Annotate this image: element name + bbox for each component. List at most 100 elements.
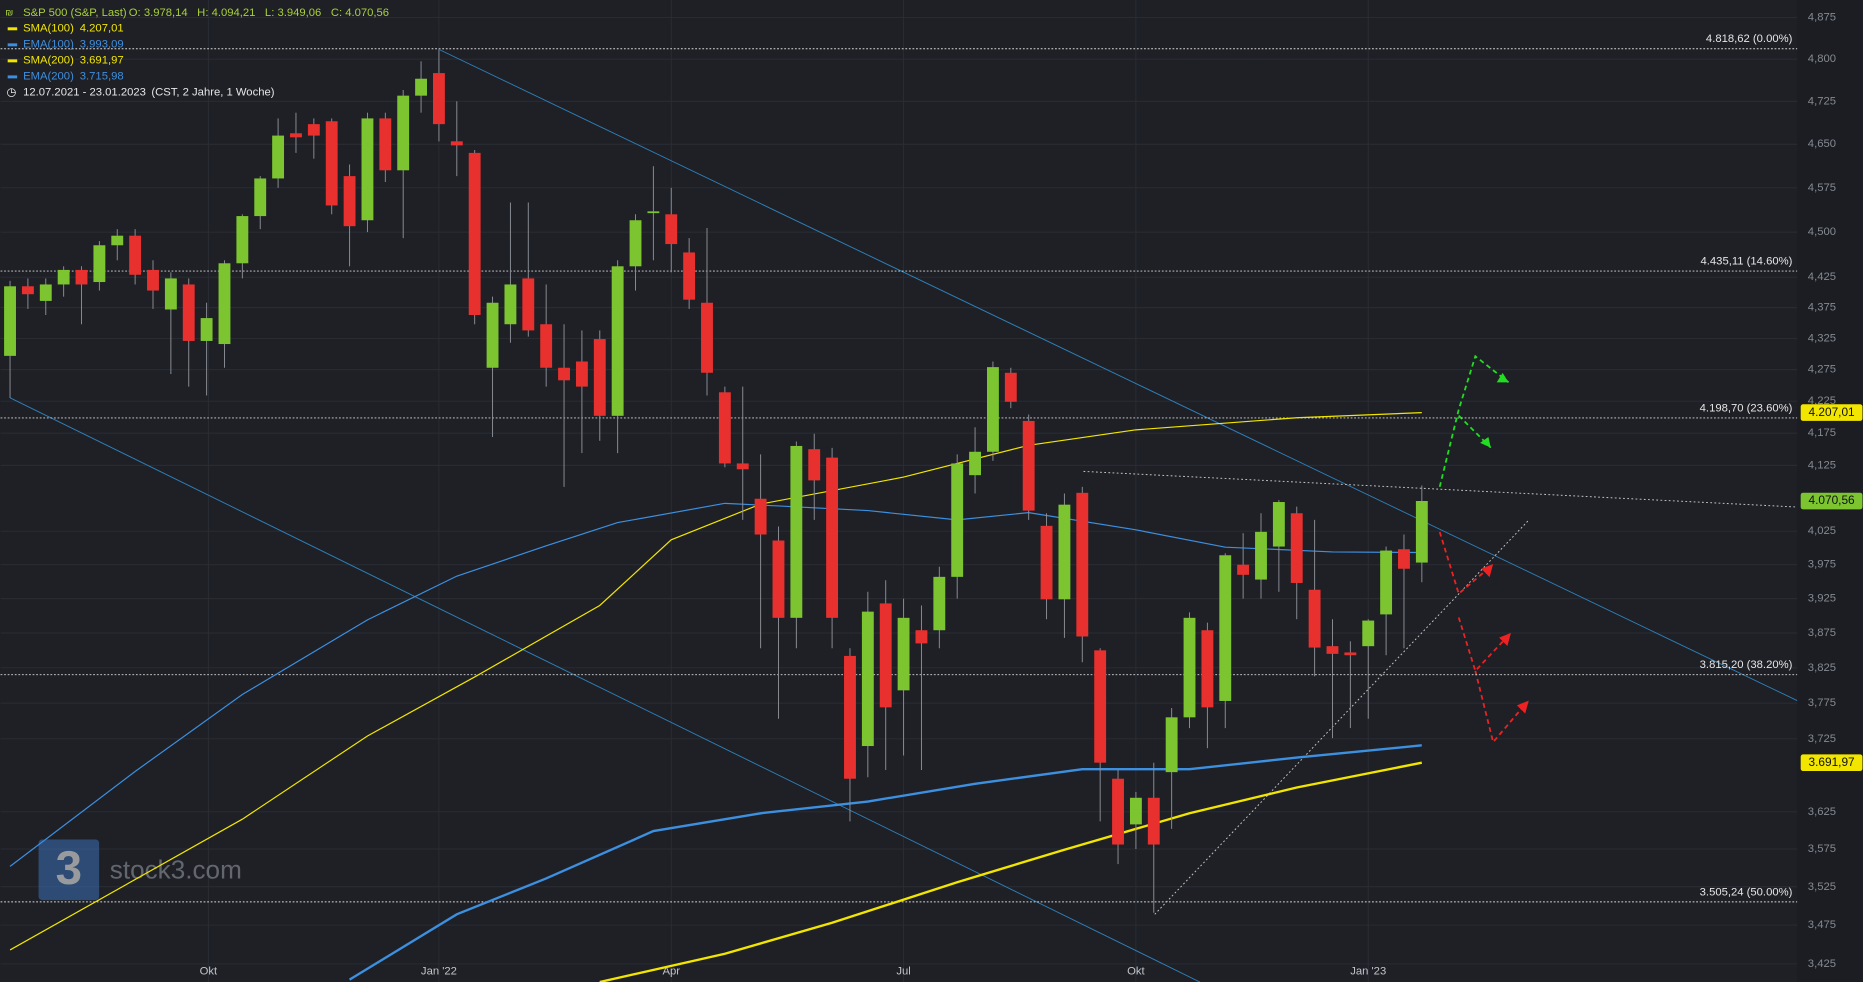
candle-body [647, 211, 660, 214]
header-value: H: 4.094,21 [197, 7, 255, 19]
candle-body [1362, 620, 1375, 647]
candle-body [21, 286, 34, 295]
candle-body [1237, 564, 1250, 575]
candle-body [1165, 717, 1178, 773]
y-tick-label: 4,800 [1808, 53, 1836, 65]
x-tick-label: Jul [896, 965, 910, 977]
trend-line [1083, 470, 1798, 508]
y-tick-label: 4,875 [1808, 12, 1836, 24]
ma-line [348, 744, 1422, 981]
candle-body [1112, 778, 1124, 845]
period: 12.07.2021 - 23.01.2023 [23, 87, 146, 99]
price-tag [1800, 754, 1863, 772]
candle-body [969, 451, 982, 476]
candle-body [736, 463, 749, 470]
candle-body [1058, 504, 1071, 600]
x-tick-label: Apr [662, 965, 680, 977]
candle-body [504, 284, 517, 325]
candle-body [432, 73, 445, 125]
y-tick-label: 4,375 [1808, 302, 1836, 314]
candle-body [4, 286, 16, 356]
legend-value: 3.715,98 [80, 71, 124, 83]
legend-swatch [7, 27, 18, 31]
candle-body [986, 367, 999, 452]
legend: S&P 500 (S&P, Last) ◷ 12.07.2021 - 23.01… [5, 7, 389, 99]
candle-body [236, 216, 249, 264]
y-tick-label: 3,425 [1808, 958, 1836, 970]
legend-name: EMA(100) [23, 39, 74, 51]
candle-body [325, 121, 338, 206]
candle-body [593, 339, 606, 416]
candle-body [915, 630, 928, 644]
candle-body [57, 269, 70, 285]
candle-body [254, 178, 267, 217]
watermark-text: stock3.com [110, 854, 242, 884]
clock-icon: ◷ [6, 87, 16, 99]
y-tick-label: 3,925 [1808, 593, 1836, 605]
icon: ₪ [5, 8, 13, 19]
candle-body [611, 266, 624, 416]
candle-body [1290, 513, 1303, 583]
candle-body [1308, 589, 1321, 648]
y-tick-label: 3,775 [1808, 697, 1836, 709]
ma-line [9, 412, 1422, 951]
y-tick-label: 3,525 [1808, 881, 1836, 893]
y-tick-label: 4,575 [1808, 182, 1836, 194]
y-tick-label: 4,225 [1808, 395, 1836, 407]
trend-line [9, 397, 1201, 982]
candle-body [1201, 630, 1214, 708]
projection-arrow [1438, 531, 1492, 596]
price-tag-label: 3.691,97 [1808, 755, 1854, 769]
y-tick-label: 4,325 [1808, 332, 1836, 344]
candle-body [558, 367, 570, 381]
legend-name: EMA(200) [23, 71, 74, 83]
candle-body [182, 284, 195, 341]
trend-line [439, 49, 1798, 702]
header-value: O: 3.978,14 [129, 7, 188, 19]
price-axis [1797, 0, 1863, 982]
candle-body [486, 302, 499, 368]
candle-body [1272, 502, 1285, 547]
candle-body [540, 324, 553, 368]
candle-body [200, 318, 213, 341]
candle-body [272, 135, 285, 179]
y-tick-label: 3,825 [1808, 662, 1836, 674]
candle-body [861, 611, 874, 747]
y-tick-label: 4,425 [1808, 271, 1836, 283]
candle-body [75, 269, 88, 285]
candle-body [1040, 525, 1053, 600]
y-tick-label: 4,725 [1808, 95, 1836, 107]
candle-body [1022, 420, 1035, 511]
price-tag [1800, 404, 1863, 421]
ma-line [9, 502, 1422, 867]
y-tick-label: 4,650 [1808, 138, 1836, 150]
level-label: 4.818,62 (0.00%) [1706, 33, 1793, 45]
legend-value: 3.993,09 [80, 39, 124, 51]
candle-body [1094, 650, 1107, 763]
candle-body [808, 449, 821, 481]
candle-body [826, 457, 839, 618]
candle-body [111, 235, 124, 246]
candle-body [772, 540, 785, 618]
candle-body [397, 95, 410, 171]
candle-body [1415, 501, 1428, 563]
x-tick-label: Jan '23 [1350, 965, 1386, 977]
candle-body [1344, 652, 1357, 656]
trend-line [1154, 519, 1530, 915]
candle-body [415, 78, 428, 96]
legend-name: SMA(200) [23, 55, 74, 67]
candle-body [1326, 646, 1339, 654]
candle-body [897, 617, 910, 691]
legend-name: SMA(100) [23, 22, 74, 34]
candle-body [701, 302, 713, 373]
legend-swatch [7, 43, 18, 47]
candle-body [951, 463, 964, 577]
logo-box [38, 839, 100, 901]
y-tick-label: 3,725 [1808, 733, 1836, 745]
x-tick-label: Okt [200, 965, 218, 977]
y-tick-label: 3,625 [1808, 806, 1836, 818]
y-tick-label: 3,975 [1808, 559, 1836, 571]
y-tick-label: 4,025 [1808, 525, 1836, 537]
